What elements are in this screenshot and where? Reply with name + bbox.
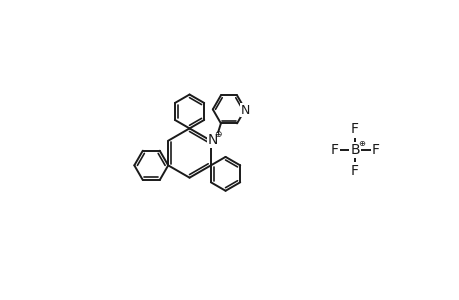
Text: F: F [371,143,379,157]
Text: N: N [240,103,249,117]
Text: F: F [330,143,337,157]
Text: F: F [350,164,358,178]
Text: ⊕: ⊕ [357,139,364,148]
Text: F: F [350,122,358,136]
Text: N: N [207,133,217,147]
Text: ⊕: ⊕ [213,130,221,139]
Text: B: B [349,143,359,157]
